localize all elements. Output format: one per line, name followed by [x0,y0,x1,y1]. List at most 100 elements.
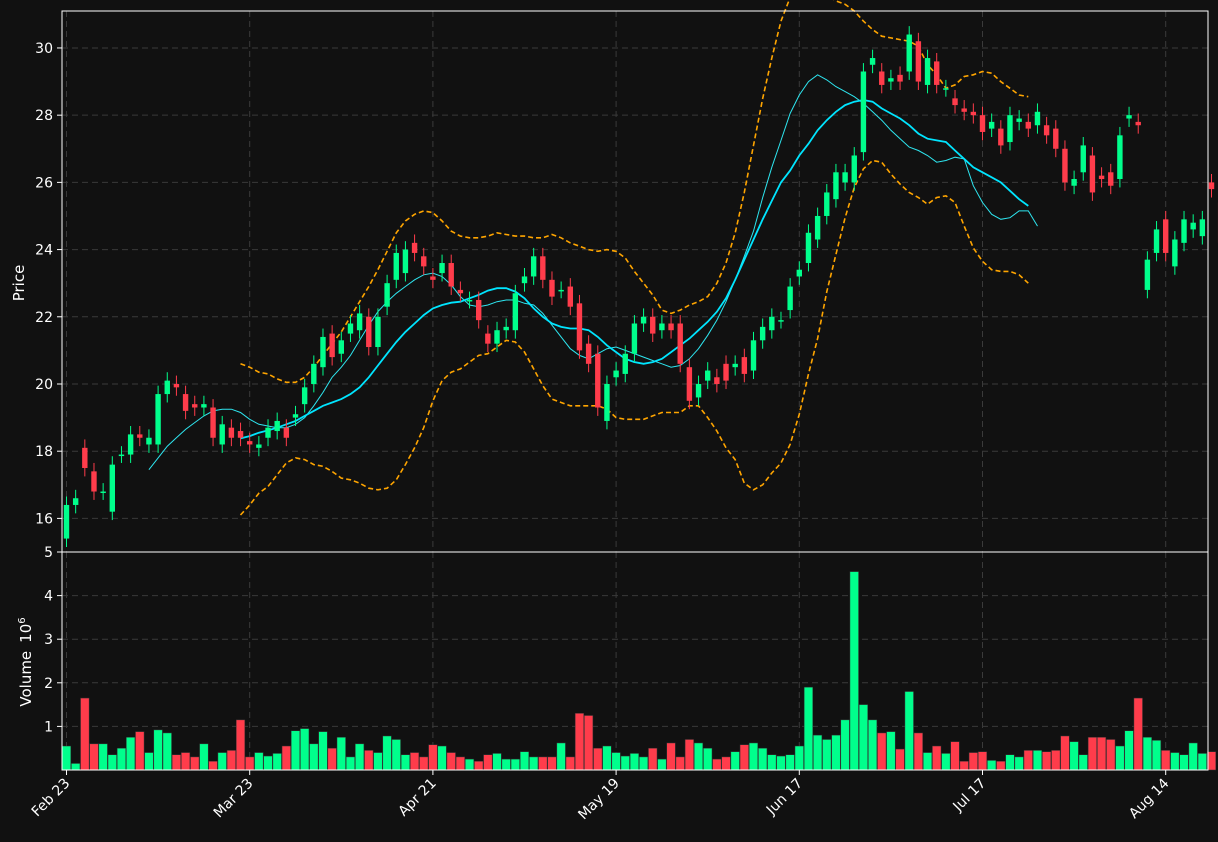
volume-bar [80,697,90,771]
candle-body [1181,219,1187,243]
volume-bar [886,731,896,771]
volume-bar [1087,737,1097,771]
candle-body [347,323,354,334]
candle-body [613,370,619,378]
volume-bar [492,753,502,771]
volume-bar [483,754,493,771]
volume-bar [318,731,328,771]
volume-tick-label: 4 [44,589,53,605]
candle-body [979,115,986,132]
candle-body [503,326,509,331]
volume-bar [1115,745,1125,771]
volume-bar [519,751,530,771]
candle-body [430,276,436,280]
candle-body [82,447,88,468]
fast-moving-average-line [148,74,1038,471]
volume-bar [767,754,777,771]
candle-body [192,404,198,408]
candle-body [1016,118,1022,122]
price-tick-label: 26 [35,175,53,191]
candle-body [869,58,876,65]
volume-bar [400,754,410,771]
volume-bar [959,761,969,771]
volume-bar [977,751,988,771]
candle-body [237,431,244,438]
candle-body [1080,145,1086,173]
candle-body [182,394,189,411]
volume-bar [1206,751,1217,771]
volume-bar [1014,756,1024,771]
volume-bar [162,732,172,771]
volume-bar [364,750,374,771]
candle-body [961,108,967,112]
candle-body [421,256,427,267]
candle-body [814,215,821,240]
volume-bar [1032,750,1043,771]
volume-bar [602,745,612,771]
volume-bars [61,571,1217,771]
volume-bar [345,756,356,771]
volume-bar [703,747,713,771]
candle-body [292,414,299,418]
volume-bar [309,743,319,771]
candle-body [494,330,500,344]
candle-body [301,387,308,405]
volume-bar [840,719,850,771]
volume-bar [373,752,383,771]
candle-body [1190,222,1196,230]
price-tick-label: 28 [35,108,53,124]
volume-bar [474,761,484,771]
candle-body [1172,239,1178,267]
candle-body [1071,179,1077,186]
candle-body [329,333,335,358]
price-tick-label: 16 [35,511,53,527]
candles [63,26,1218,547]
volume-bar [913,732,923,771]
candle-body [164,380,170,395]
candle-body [219,424,225,445]
candle-body [1153,229,1160,253]
volume-bar [300,728,310,771]
candle-body [201,404,207,408]
volume-bar [336,737,346,771]
candle-body [457,289,464,294]
volume-bar [648,747,658,771]
price-tick-label: 18 [35,444,53,460]
candle-body [558,289,564,292]
price-tick-label: 22 [35,310,53,326]
candle-body [247,441,253,445]
volume-bar [831,734,841,771]
volume-bar [666,742,676,771]
candle-body [769,316,775,331]
volume-bar [190,756,200,771]
volume-bar [858,704,868,771]
volume-bar [181,752,191,771]
volume-axis-ticks: 1 2 3 4 5 [44,545,62,735]
candle-body [677,323,683,364]
candle-body [1007,115,1013,143]
volume-bar [1133,697,1143,771]
volume-tick-label: 3 [44,632,53,648]
volume-bar [208,761,218,771]
candle-body [732,363,738,368]
volume-axis-label: Volume 106 [17,617,35,706]
candle-body [970,111,977,116]
candle-body [411,242,418,253]
candle-body [265,427,271,438]
volume-bar [1161,750,1171,771]
volume-axis-label-exponent-base: 10 [17,624,35,643]
volume-bar [565,756,575,771]
candle-body [109,464,115,512]
price-tick-label: 20 [35,377,53,393]
candle-body [1043,125,1050,136]
volume-tick-label: 5 [44,545,53,561]
volume-bar [1179,754,1189,771]
candle-body [585,343,592,364]
candle-body [778,320,784,322]
candle-body [485,333,491,344]
candle-body [1117,135,1123,180]
volume-bar [1151,740,1162,771]
candle-body [759,326,766,341]
